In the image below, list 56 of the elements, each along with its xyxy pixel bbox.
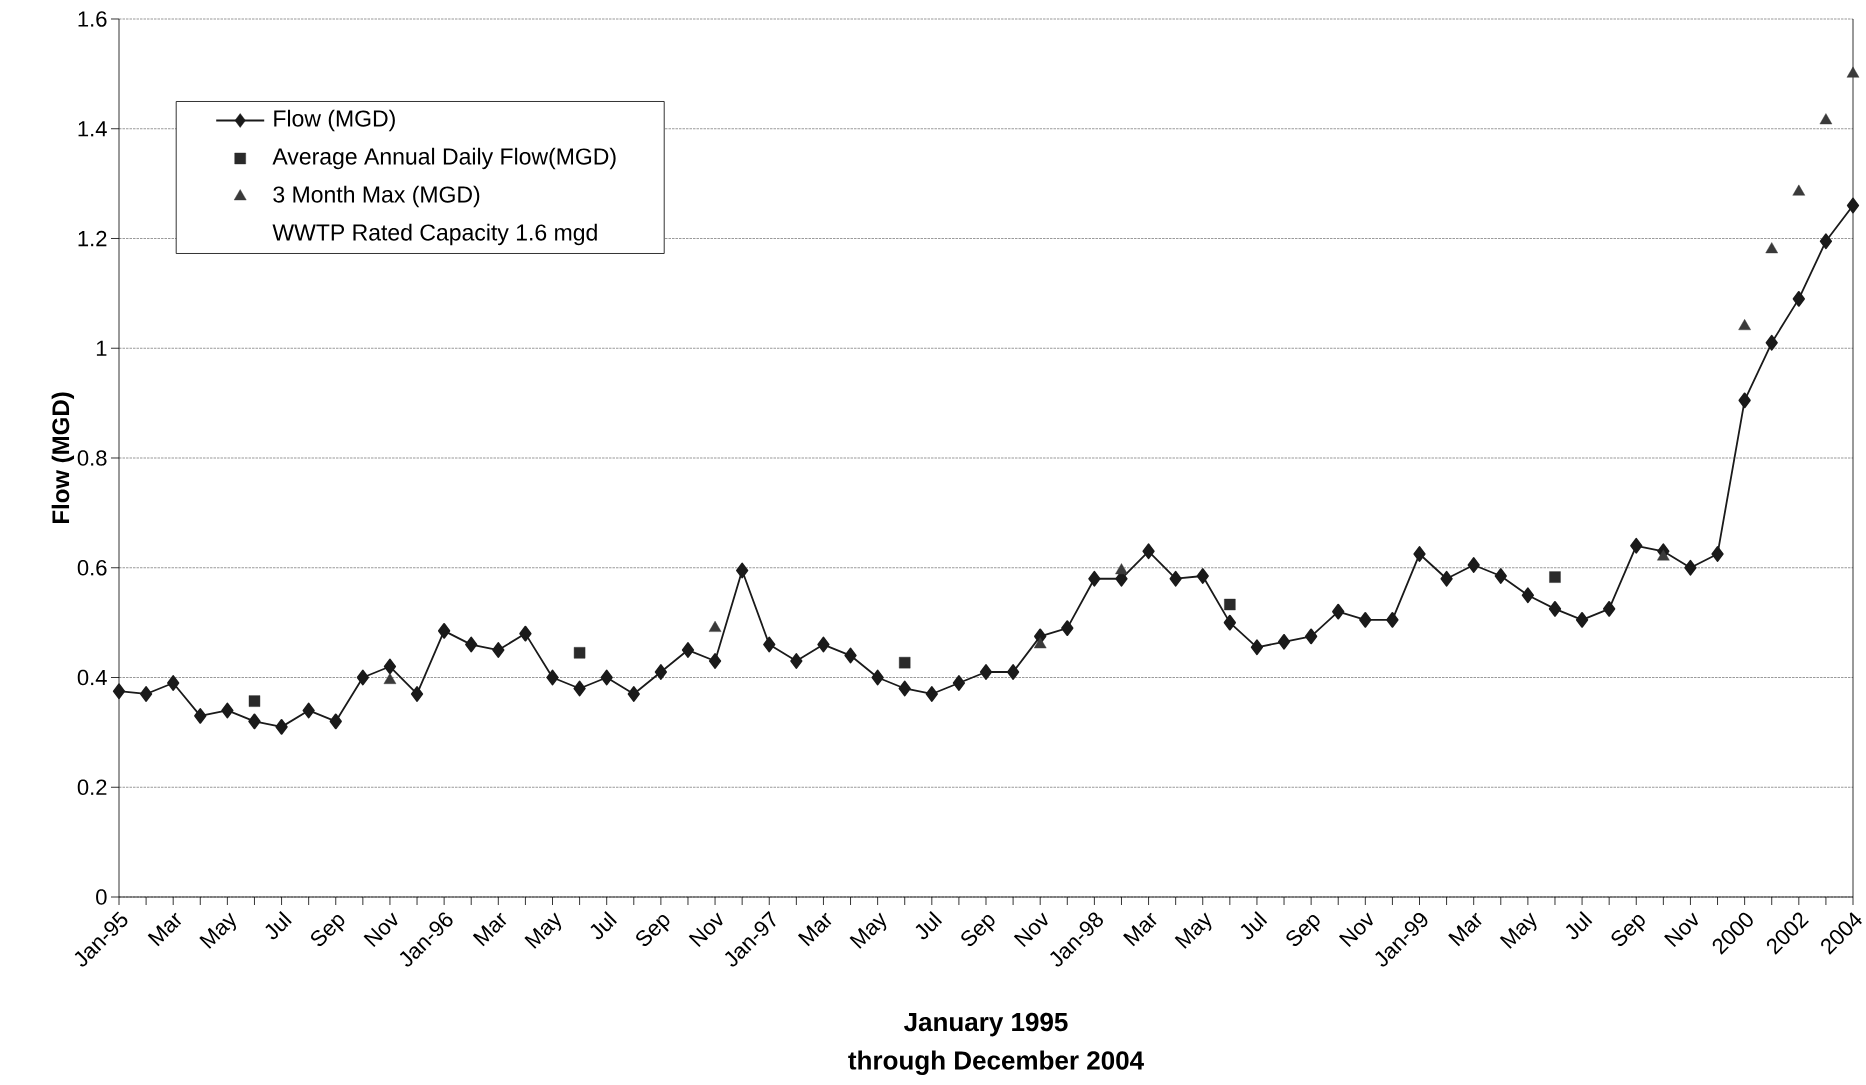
- x-tick-label: Mar: [797, 912, 832, 947]
- x-tick-label: May: [524, 912, 562, 949]
- y-tick-label: 0.6: [77, 559, 107, 576]
- y-tick-label: 1.4: [78, 121, 107, 137]
- x-tick-label: Jul: [590, 911, 617, 940]
- y-tick-label: 1.2: [78, 230, 107, 247]
- x-tick-label: Jul: [1565, 911, 1593, 940]
- x-tick-label: May: [1174, 912, 1212, 949]
- x-tick-label: Nov: [1664, 912, 1699, 948]
- x-tick-label: Nov: [1013, 912, 1048, 948]
- x-tick-label: Mar: [147, 912, 182, 947]
- point: [1115, 563, 1128, 575]
- point: [248, 695, 261, 707]
- legend-label: Average Annual Daily Flow(MGD): [272, 147, 616, 170]
- x-tick-label: Nov: [1338, 912, 1373, 948]
- x-tick-label: Sep: [311, 914, 345, 946]
- x-axis-title: January 1995: [904, 1012, 1068, 1037]
- point: [1738, 319, 1751, 330]
- point: [1792, 184, 1806, 196]
- point: [1846, 66, 1860, 78]
- x-tick-label: Mar: [1123, 912, 1157, 947]
- x-tick-label: Jul: [1240, 911, 1268, 940]
- point: [383, 673, 397, 684]
- y-tick-label: 0.4: [77, 669, 107, 686]
- legend-label: 3 Month Max (MGD): [273, 185, 480, 208]
- point: [1657, 549, 1670, 561]
- x-tick-label: Sep: [961, 914, 995, 946]
- y-axis-title: Flow (MGD): [51, 392, 75, 524]
- point: [573, 647, 586, 659]
- point: [708, 620, 722, 632]
- point: [1033, 637, 1047, 649]
- y-tick-label: 1.6: [78, 11, 107, 27]
- point: [1819, 113, 1833, 125]
- y-tick-label: 1: [96, 340, 107, 356]
- x-tick-label: Mar: [472, 912, 507, 947]
- annotation: WWTP Rated Capacity 1.6 mgd: [272, 223, 597, 246]
- point: [1549, 571, 1561, 583]
- y-tick-label: 0: [96, 889, 107, 905]
- x-tick-label: Sep: [636, 914, 670, 946]
- x-tick-label: May: [1499, 912, 1537, 949]
- point: [1224, 598, 1236, 611]
- point: [1765, 242, 1778, 254]
- point: [899, 656, 911, 669]
- y-tick-label: 0.8: [77, 450, 107, 466]
- x-tick-label: Sep: [1611, 914, 1645, 946]
- x-tick-label: Nov: [363, 912, 398, 948]
- x-tick-label: Nov: [688, 912, 723, 948]
- legend-label: Flow (MGD): [274, 109, 395, 132]
- text: through December 2004: [848, 1050, 1144, 1075]
- x-tick-label: May: [199, 912, 236, 949]
- x-tick-label: Sep: [1286, 914, 1320, 946]
- y-tick-label: 0.2: [77, 779, 107, 796]
- x-tick-label: Jul: [915, 911, 943, 940]
- x-tick-label: May: [849, 912, 887, 949]
- x-tick-label: Jul: [265, 911, 292, 940]
- x-tick-label: Mar: [1448, 912, 1482, 947]
